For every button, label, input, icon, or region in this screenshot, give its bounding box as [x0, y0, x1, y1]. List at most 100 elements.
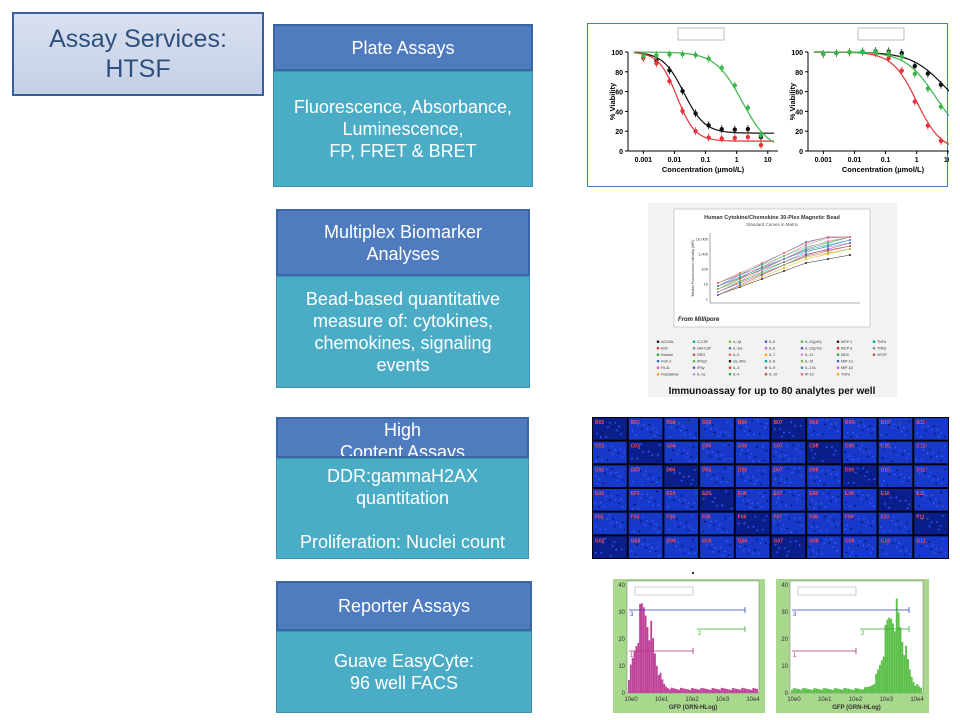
nucleus-speck: [921, 518, 923, 520]
nucleus-speck: [728, 494, 731, 496]
histogram-bin: [914, 685, 917, 693]
chart-legend-box: [677, 27, 725, 41]
nucleus-speck: [635, 434, 638, 437]
histogram-bin: [794, 688, 797, 693]
nucleus-speck: [927, 475, 930, 478]
nucleus-speck: [852, 491, 855, 493]
nucleus-speck: [706, 516, 708, 519]
nucleus-speck: [633, 530, 635, 533]
nucleus-speck: [920, 545, 923, 547]
histogram-bin: [817, 688, 820, 693]
nucleus-speck: [737, 538, 740, 540]
nucleus-speck: [917, 422, 920, 424]
nucleus-speck: [899, 550, 902, 552]
nucleus-speck: [677, 526, 680, 528]
nucleus-speck: [893, 423, 896, 426]
nucleus-speck: [712, 474, 715, 476]
histogram-bin: [916, 683, 919, 693]
nucleus-speck: [646, 427, 649, 430]
nucleus-speck: [694, 459, 697, 462]
nucleus-speck: [859, 531, 862, 534]
well-image: [841, 464, 878, 488]
nucleus-speck: [902, 426, 905, 429]
nucleus-speck: [785, 554, 788, 557]
nucleus-speck: [785, 477, 788, 480]
nucleus-speck: [830, 538, 833, 541]
nucleus-speck: [889, 529, 892, 532]
nucleus-speck: [860, 471, 863, 474]
nucleus-speck: [617, 479, 619, 482]
nucleus-speck: [886, 493, 888, 495]
multiplex-image: Human Cytokine/Chemokine 30-Plex Magneti…: [648, 203, 897, 397]
well-label: E09: [845, 491, 854, 497]
nucleus-speck: [869, 551, 872, 554]
legend-label: Fractalkine: [661, 373, 679, 377]
nucleus-speck: [654, 500, 656, 503]
histogram-bin: [665, 686, 667, 693]
nucleus-speck: [783, 491, 785, 493]
nucleus-speck: [730, 424, 733, 427]
nucleus-speck: [837, 480, 840, 483]
nucleus-speck: [594, 502, 597, 504]
nucleus-speck: [606, 459, 609, 461]
nucleus-speck: [747, 433, 750, 436]
nucleus-speck: [797, 521, 800, 523]
legend-label: EGF: [661, 347, 669, 351]
nucleus-speck: [596, 548, 599, 550]
well-label: D10: [881, 467, 890, 473]
nucleus-speck: [764, 426, 766, 429]
plate-assays-header: Plate Assays: [273, 24, 533, 71]
nucleus-speck: [884, 420, 886, 422]
nucleus-speck: [853, 514, 856, 516]
nucleus-speck: [939, 459, 942, 462]
nucleus-speck: [819, 539, 822, 541]
nucleus-speck: [652, 504, 654, 507]
well-image: [806, 417, 842, 441]
nucleus-speck: [693, 502, 696, 504]
histogram-bin: [711, 688, 714, 693]
nucleus-speck: [919, 445, 921, 447]
nucleus-speck: [679, 549, 681, 551]
data-point: [745, 105, 751, 111]
nucleus-speck: [934, 432, 937, 435]
nucleus-speck: [720, 481, 722, 484]
nucleus-speck: [779, 520, 781, 523]
nucleus-speck: [834, 542, 837, 544]
nucleus-speck: [864, 540, 867, 543]
x-axis-label: GFP (GRN-HLog): [832, 705, 881, 711]
histogram-bin: [724, 688, 727, 693]
nucleus-speck: [691, 506, 694, 508]
data-point: [834, 50, 839, 56]
nucleus-speck: [619, 475, 621, 478]
nucleus-speck: [932, 502, 935, 504]
histogram-bin: [683, 688, 686, 693]
nucleus-speck: [729, 467, 732, 469]
nucleus-speck: [826, 419, 828, 422]
data-point: [912, 99, 917, 104]
nucleus-speck: [623, 529, 626, 531]
nucleus-speck: [813, 430, 815, 432]
nucleus-speck: [603, 514, 605, 517]
nucleus-speck: [897, 427, 899, 429]
nucleus-speck: [783, 431, 785, 434]
well-label: B05: [702, 420, 711, 426]
nucleus-speck: [810, 526, 813, 529]
nucleus-speck: [727, 554, 730, 556]
nucleus-speck: [861, 521, 863, 524]
nucleus-speck: [636, 516, 639, 519]
nucleus-speck: [936, 521, 938, 523]
nucleus-speck: [788, 458, 790, 461]
histogram-bin: [644, 615, 647, 693]
nucleus-speck: [642, 516, 645, 519]
nucleus-speck: [831, 446, 833, 448]
nucleus-speck: [755, 479, 758, 482]
histogram-bin: [693, 688, 695, 693]
nucleus-speck: [920, 468, 923, 470]
well-image: [770, 417, 807, 441]
nucleus-speck: [715, 504, 718, 507]
multiplex-body: Bead-based quantitative measure of: cyto…: [276, 276, 530, 388]
multiplex-caption: Immunoassay for up to 80 analytes per we…: [669, 386, 876, 397]
nucleus-speck: [925, 494, 928, 497]
nucleus-speck: [640, 428, 643, 430]
nucleus-speck: [922, 541, 925, 543]
